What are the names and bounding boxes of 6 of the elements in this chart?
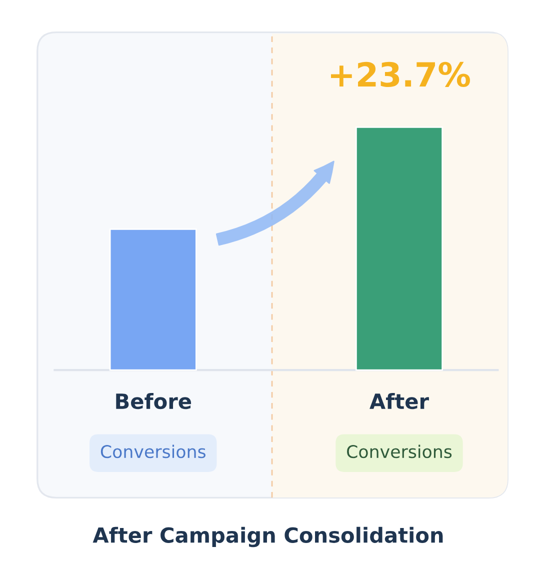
x-tick-label: Before — [116, 393, 192, 410]
annotation: +23.7% — [330, 62, 470, 88]
text: Conversions — [347, 444, 452, 458]
x-tick-label: After — [370, 393, 429, 410]
text: Conversions — [100, 444, 206, 458]
text: After Campaign Consolidation — [92, 526, 443, 548]
